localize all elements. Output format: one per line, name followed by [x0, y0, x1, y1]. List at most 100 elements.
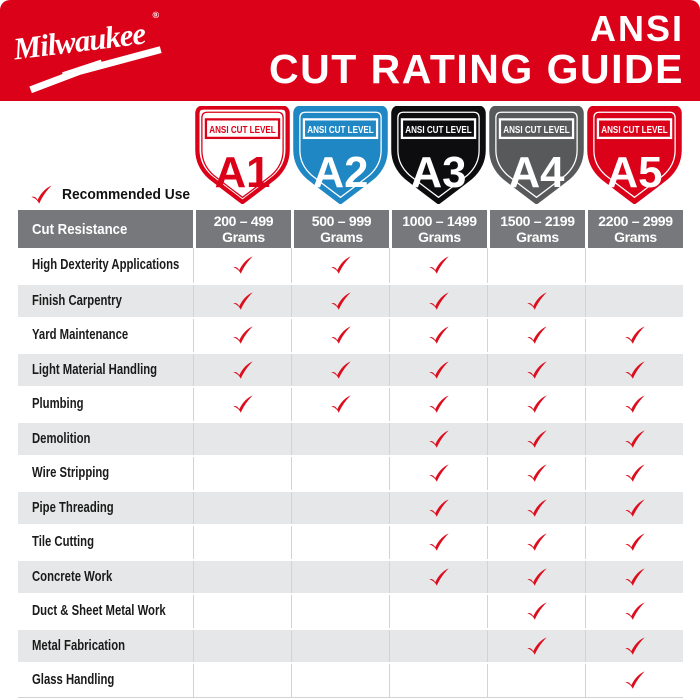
checkmark-icon	[428, 464, 449, 483]
column-header-a4: 1500 – 2199 Grams	[487, 210, 585, 248]
check-cell	[585, 664, 683, 697]
check-cell	[487, 560, 585, 593]
check-cell	[585, 422, 683, 455]
checkmark-icon	[428, 361, 449, 379]
check-cell	[291, 353, 389, 386]
checkmark-icon	[330, 326, 351, 345]
check-cell	[487, 422, 585, 455]
checkmark-icon	[624, 602, 645, 621]
checkmark-icon	[232, 361, 253, 379]
title-cut-rating-guide: CUT RATING GUIDE	[268, 46, 684, 92]
check-cell	[389, 526, 487, 559]
checkmark-icon	[526, 464, 547, 483]
empty-cell	[389, 629, 487, 662]
check-cell	[389, 353, 487, 386]
registered-mark: ®	[152, 10, 160, 21]
empty-cell	[291, 595, 389, 628]
cut-level-shield-a1: ANSI CUT LEVEL A1	[194, 106, 290, 204]
checkmark-icon	[31, 185, 52, 204]
shield-graphic: ANSI CUT LEVEL A1	[194, 106, 290, 204]
checkmark-icon	[232, 395, 253, 414]
column-header-a2: 500 – 999 Grams	[291, 210, 389, 248]
checkmark-icon	[428, 256, 449, 275]
empty-cell	[291, 491, 389, 524]
check-cell	[291, 284, 389, 317]
checkmark-icon	[624, 499, 645, 517]
row-label: High Dexterity Applications	[18, 248, 193, 283]
checkmark-icon	[526, 430, 547, 448]
check-cell	[487, 629, 585, 662]
empty-cell	[193, 595, 291, 628]
checkmark-icon	[428, 533, 449, 552]
shield-level-label: A2	[312, 148, 368, 197]
checkmark-icon	[428, 568, 449, 586]
row-label-text: High Dexterity Applications	[32, 257, 180, 274]
column-range: 1000 – 1499	[402, 213, 477, 229]
shield-banner-label: ANSI CUT LEVEL	[503, 125, 570, 136]
row-label-text: Metal Fabrication	[32, 637, 126, 654]
row-label-text: Yard Maintenance	[32, 327, 129, 344]
checkmark-icon	[526, 292, 547, 310]
shield-level-label: A3	[410, 148, 466, 197]
check-cell	[487, 353, 585, 386]
checkmark-icon	[624, 326, 645, 345]
corner-header: Cut Resistance	[18, 210, 193, 248]
checkmark-icon	[526, 499, 547, 517]
header-banner: Milwaukee ® ANSI CUT RATING GUIDE	[0, 0, 700, 101]
row-label: Tile Cutting	[18, 526, 193, 559]
check-cell	[193, 284, 291, 317]
empty-cell	[291, 664, 389, 697]
row-label-text: Concrete Work	[32, 568, 113, 585]
check-cell	[487, 388, 585, 421]
shield-level-label: A1	[214, 148, 270, 197]
checkmark-icon	[624, 637, 645, 655]
checkmark-icon	[624, 395, 645, 414]
check-cell	[193, 388, 291, 421]
cut-level-shield-a2: ANSI CUT LEVEL A2	[292, 106, 388, 204]
shield-row: ANSI CUT LEVEL A1 ANSI CUT LEVEL A2 ANSI CUT…	[193, 106, 683, 205]
page-title: ANSI CUT RATING GUIDE	[268, 11, 684, 92]
row-label: Wire Stripping	[18, 457, 193, 490]
table-row: Glass Handling	[18, 662, 683, 697]
row-label-text: Glass Handling	[32, 672, 115, 689]
checkmark-icon	[624, 464, 645, 483]
check-cell	[487, 595, 585, 628]
column-header-a3: 1000 – 1499 Grams	[389, 210, 487, 248]
shield-graphic: ANSI CUT LEVEL A2	[292, 106, 388, 204]
check-cell	[291, 319, 389, 352]
table-row: Metal Fabrication	[18, 627, 683, 662]
row-label: Yard Maintenance	[18, 319, 193, 352]
checkmark-icon	[330, 292, 351, 310]
shield-graphic: ANSI CUT LEVEL A5	[586, 106, 682, 204]
checkmark-icon	[428, 326, 449, 345]
check-cell	[389, 491, 487, 524]
row-label: Plumbing	[18, 388, 193, 421]
checkmark-icon	[624, 361, 645, 379]
check-cell	[487, 319, 585, 352]
row-label: Concrete Work	[18, 561, 193, 594]
checkmark-icon	[624, 430, 645, 448]
empty-cell	[193, 491, 291, 524]
checkmark-icon	[232, 256, 253, 275]
empty-cell	[389, 595, 487, 628]
column-unit: Grams	[320, 229, 363, 245]
column-unit: Grams	[614, 229, 657, 245]
checkmark-icon	[526, 361, 547, 379]
row-label: Glass Handling	[18, 664, 193, 697]
empty-cell	[291, 422, 389, 455]
checkmark-icon	[428, 499, 449, 517]
cut-level-shield-a4: ANSI CUT LEVEL A4	[488, 106, 584, 204]
corner-header-label: Cut Resistance	[32, 220, 128, 238]
empty-cell	[193, 422, 291, 455]
column-range: 200 – 499	[213, 213, 274, 229]
table-row: Pipe Threading	[18, 489, 683, 524]
column-range: 1500 – 2199	[500, 213, 575, 229]
empty-cell	[193, 560, 291, 593]
checkmark-icon	[428, 292, 449, 310]
check-cell	[389, 319, 487, 352]
empty-cell	[193, 526, 291, 559]
check-cell	[585, 457, 683, 490]
shield-graphic: ANSI CUT LEVEL A4	[488, 106, 584, 204]
row-label-text: Plumbing	[32, 396, 84, 413]
